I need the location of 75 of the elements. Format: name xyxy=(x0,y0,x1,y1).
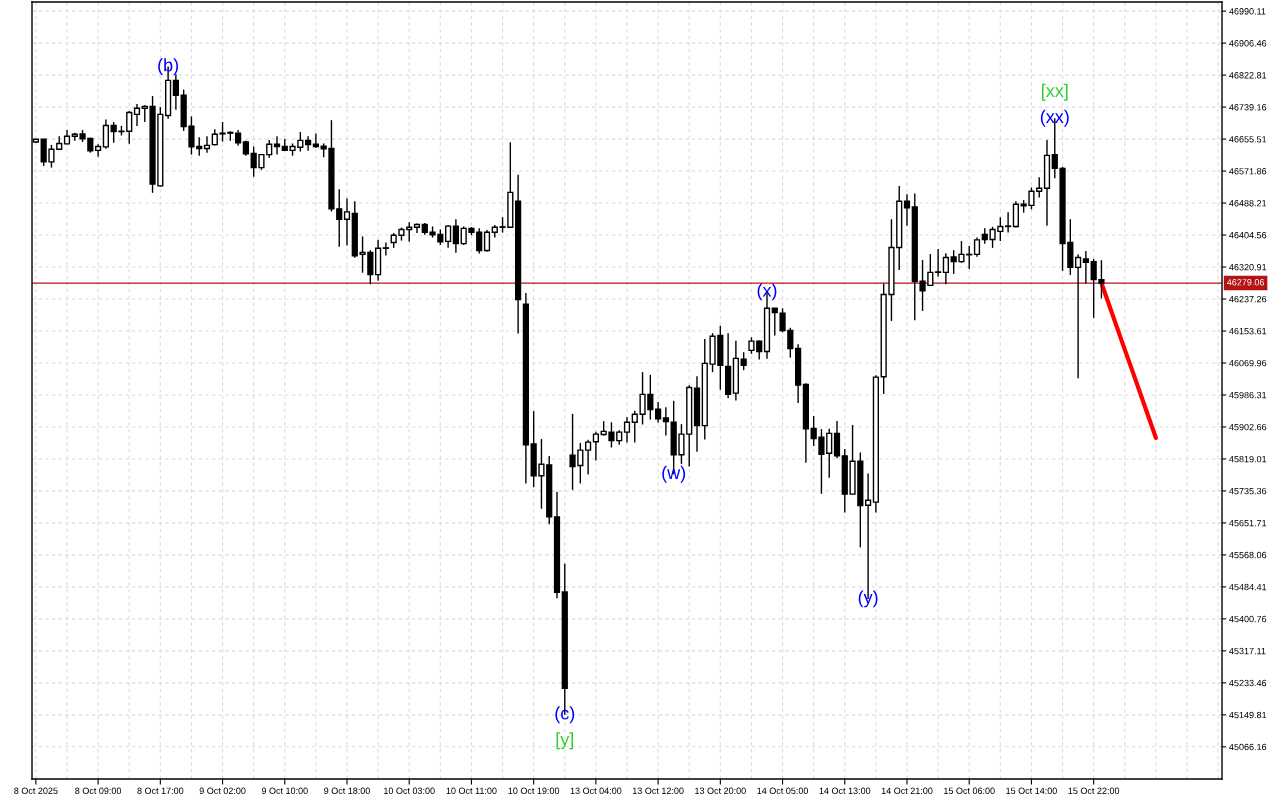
candlestick xyxy=(935,248,942,278)
x-tick-label: 15 Oct 06:00 xyxy=(944,787,995,794)
candlestick xyxy=(1005,211,1012,234)
candlestick xyxy=(771,307,778,337)
x-tick-label: 13 Oct 20:00 xyxy=(695,787,746,794)
y-tick-label: 45651.71 xyxy=(1229,519,1267,527)
y-tick-label: 46739.16 xyxy=(1229,104,1267,111)
annotation: (x) xyxy=(757,283,777,301)
candlestick xyxy=(343,197,351,247)
annotation: (b) xyxy=(158,58,179,76)
y-tick-label: 45735.36 xyxy=(1229,487,1267,495)
candlestick xyxy=(833,420,841,459)
candlestick xyxy=(483,229,491,253)
candlestick xyxy=(585,439,592,476)
x-tick-label: 8 Oct 17:00 xyxy=(137,787,184,794)
y-tick-label: 46237.26 xyxy=(1229,295,1267,303)
y-tick-label: 45066.16 xyxy=(1229,743,1267,751)
x-tick-label: 10 Oct 03:00 xyxy=(384,787,435,794)
x-tick-label: 14 Oct 13:00 xyxy=(819,787,871,794)
annotation: (w) xyxy=(662,465,686,483)
x-tick-label: 8 Oct 09:00 xyxy=(75,787,122,794)
x-tick-label: 14 Oct 21:00 xyxy=(881,787,933,794)
candlestick xyxy=(592,431,599,462)
candlestick xyxy=(133,103,141,127)
candlestick xyxy=(382,241,389,257)
x-tick-label: 13 Oct 04:00 xyxy=(570,787,622,794)
y-tick-label: 46488.21 xyxy=(1229,200,1267,207)
y-tick-label: 45986.31 xyxy=(1229,391,1267,399)
y-tick-label: 45484.41 xyxy=(1229,583,1267,591)
candlestick xyxy=(203,135,211,154)
annotation: [y] xyxy=(556,732,574,750)
y-tick-label: 45233.46 xyxy=(1229,679,1267,687)
y-tick-label: 46906.46 xyxy=(1229,40,1267,47)
candlestick xyxy=(662,406,669,437)
annotation: (xx) xyxy=(1040,109,1069,127)
y-tick-label: 46320.91 xyxy=(1229,263,1267,271)
x-tick-label: 13 Oct 12:00 xyxy=(632,787,684,794)
annotation: (c) xyxy=(555,706,575,724)
candlestick xyxy=(413,222,421,234)
x-tick-label: 9 Oct 10:00 xyxy=(261,787,308,794)
x-tick-label: 10 Oct 11:00 xyxy=(446,787,497,794)
y-tick-label: 46404.56 xyxy=(1229,232,1267,239)
y-tick-label: 46153.61 xyxy=(1229,327,1267,335)
y-tick-label: 46655.51 xyxy=(1229,136,1267,143)
candlestick xyxy=(973,236,981,258)
x-tick-label: 8 Oct 2025 xyxy=(14,787,58,794)
x-tick-label: 14 Oct 05:00 xyxy=(757,787,809,794)
annotation: (y) xyxy=(858,590,878,608)
y-tick-label: 46571.86 xyxy=(1229,168,1267,175)
candlestick xyxy=(1075,253,1082,379)
candlestick xyxy=(655,401,662,424)
y-tick-label: 45400.76 xyxy=(1229,615,1267,623)
y-tick-label: 45902.66 xyxy=(1229,423,1267,431)
x-tick-label: 10 Oct 19:00 xyxy=(508,787,560,794)
x-tick-label: 15 Oct 14:00 xyxy=(1006,787,1057,794)
candlestick xyxy=(452,218,459,254)
candlestick xyxy=(942,252,949,285)
candlestick xyxy=(1012,200,1019,229)
candlestick xyxy=(623,416,631,444)
candlestick xyxy=(172,73,179,111)
x-tick-label: 9 Oct 02:00 xyxy=(199,787,246,794)
candlestick xyxy=(1082,250,1089,285)
y-tick-label: 45149.81 xyxy=(1229,711,1267,719)
y-tick-label: 45568.06 xyxy=(1229,551,1267,559)
y-tick-label: 45317.11 xyxy=(1229,647,1266,655)
annotation: [xx] xyxy=(1042,83,1068,101)
candlestick xyxy=(305,135,312,152)
y-tick-label: 46069.96 xyxy=(1229,359,1267,367)
y-tick-label: 46822.81 xyxy=(1229,72,1267,79)
y-tick-label: 45819.01 xyxy=(1229,455,1267,463)
y-tick-label: 46990.11 xyxy=(1229,8,1266,15)
x-tick-label: 15 Oct 22:00 xyxy=(1068,787,1120,794)
candlestick xyxy=(102,118,109,150)
ref-line-label: 46279.06 xyxy=(1226,279,1265,286)
x-tick-label: 9 Oct 18:00 xyxy=(324,787,370,794)
